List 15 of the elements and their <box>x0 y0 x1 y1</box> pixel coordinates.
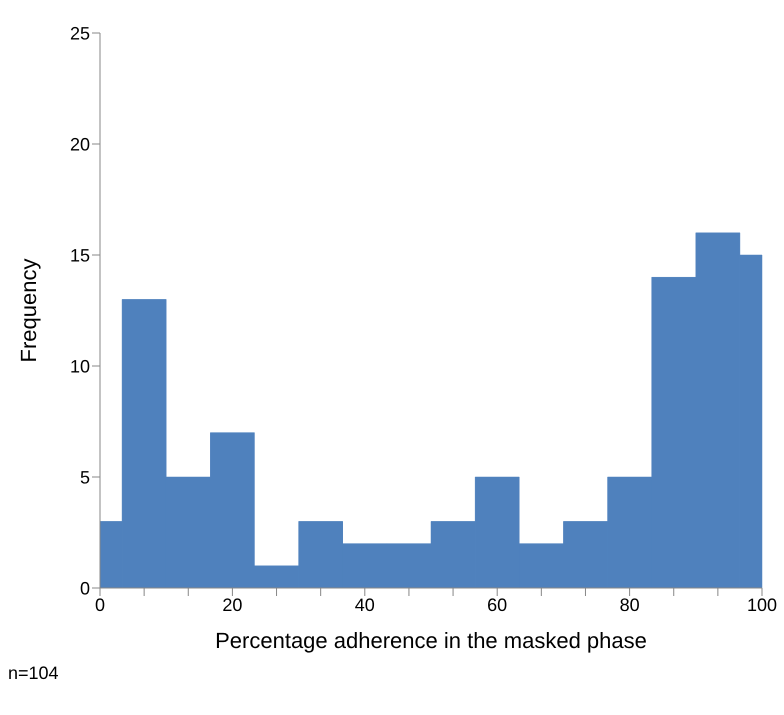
text: n=104 <box>8 663 59 684</box>
y-axis-title: Frequency <box>16 258 41 362</box>
x-tick-label: 0 <box>94 594 106 615</box>
y-tick-label: 0 <box>80 578 90 598</box>
x-axis-title: Percentage adherence in the masked phase <box>215 628 647 653</box>
y-tick-label: 5 <box>80 467 90 488</box>
y-tick-label: 15 <box>70 245 90 266</box>
y-tick-label: 20 <box>70 134 90 154</box>
x-tick-label: 100 <box>746 594 778 615</box>
x-tick-label: 60 <box>487 594 508 615</box>
x-tick-label: 80 <box>620 594 640 615</box>
y-tick-label: 10 <box>70 356 90 376</box>
x-tick-label: 40 <box>354 594 375 615</box>
y-tick-label: 25 <box>70 23 90 44</box>
x-tick-label: 20 <box>222 594 242 615</box>
